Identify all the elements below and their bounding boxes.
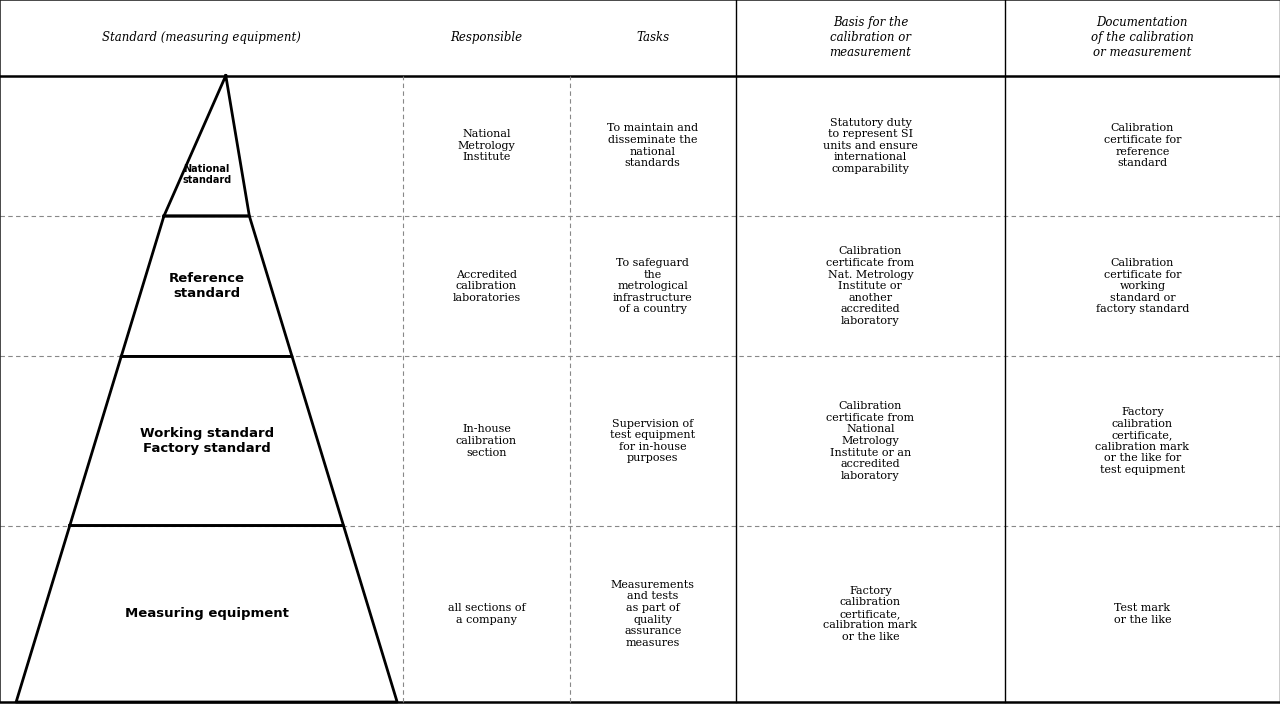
Text: Calibration
certificate from
Nat. Metrology
Institute or
another
accredited
labo: Calibration certificate from Nat. Metrol… — [827, 246, 914, 326]
Text: Factory
calibration
certificate,
calibration mark
or the like: Factory calibration certificate, calibra… — [823, 585, 918, 642]
Text: National
Metrology
Institute: National Metrology Institute — [457, 129, 516, 163]
Text: Basis for the
calibration or
measurement: Basis for the calibration or measurement — [829, 17, 911, 59]
Text: all sections of
a company: all sections of a company — [448, 603, 525, 624]
Text: Responsible: Responsible — [451, 31, 522, 45]
Text: To safeguard
the
metrological
infrastructure
of a country: To safeguard the metrological infrastruc… — [613, 258, 692, 315]
Text: Accredited
calibration
laboratories: Accredited calibration laboratories — [452, 269, 521, 303]
Text: To maintain and
disseminate the
national
standards: To maintain and disseminate the national… — [607, 123, 699, 168]
Text: Documentation
of the calibration
or measurement: Documentation of the calibration or meas… — [1091, 17, 1194, 59]
Text: Tasks: Tasks — [636, 31, 669, 45]
Text: Measuring equipment: Measuring equipment — [124, 607, 288, 621]
Text: Test mark
or the like: Test mark or the like — [1114, 603, 1171, 624]
Text: Supervision of
test equipment
for in-house
purposes: Supervision of test equipment for in-hou… — [611, 418, 695, 464]
Text: Reference
standard: Reference standard — [169, 272, 244, 300]
Text: Calibration
certificate from
National
Metrology
Institute or an
accredited
labor: Calibration certificate from National Me… — [827, 401, 914, 481]
Text: Standard (measuring equipment): Standard (measuring equipment) — [102, 31, 301, 45]
Text: In-house
calibration
section: In-house calibration section — [456, 424, 517, 458]
Text: Calibration
certificate for
working
standard or
factory standard: Calibration certificate for working stan… — [1096, 258, 1189, 315]
Text: Factory
calibration
certificate,
calibration mark
or the like for
test equipment: Factory calibration certificate, calibra… — [1096, 407, 1189, 475]
Text: Measurements
and tests
as part of
quality
assurance
measures: Measurements and tests as part of qualit… — [611, 580, 695, 648]
Text: Working standard
Factory standard: Working standard Factory standard — [140, 427, 274, 455]
Text: Calibration
certificate for
reference
standard: Calibration certificate for reference st… — [1103, 123, 1181, 168]
Text: National
standard: National standard — [182, 164, 232, 185]
Text: Statutory duty
to represent SI
units and ensure
international
comparability: Statutory duty to represent SI units and… — [823, 117, 918, 174]
